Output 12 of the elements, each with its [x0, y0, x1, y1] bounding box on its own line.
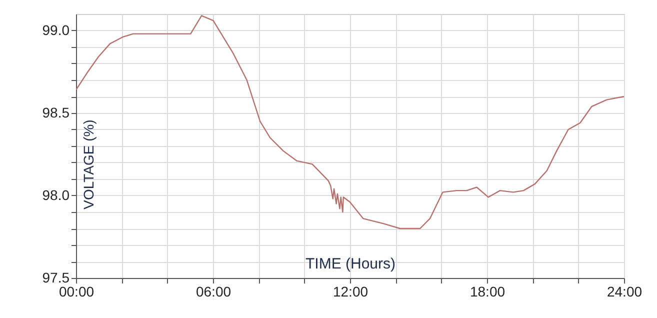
x-tick-label: 12:00 [332, 284, 368, 300]
x-tick-label: 24:00 [606, 284, 642, 300]
x-tick-label: 00:00 [58, 284, 94, 300]
y-tick-label: 97.5 [42, 270, 70, 286]
line-series [76, 15, 624, 230]
x-tick-label: 06:00 [196, 284, 232, 300]
y-axis-title: VOLTAGE (%) [80, 120, 96, 210]
y-tick-label: 98.5 [42, 104, 70, 120]
x-axis-title: TIME (Hours) [306, 256, 396, 272]
y-tick-label: 98.0 [42, 187, 70, 203]
x-tick-label: 18:00 [470, 284, 506, 300]
y-tick-label: 99.0 [42, 22, 70, 38]
